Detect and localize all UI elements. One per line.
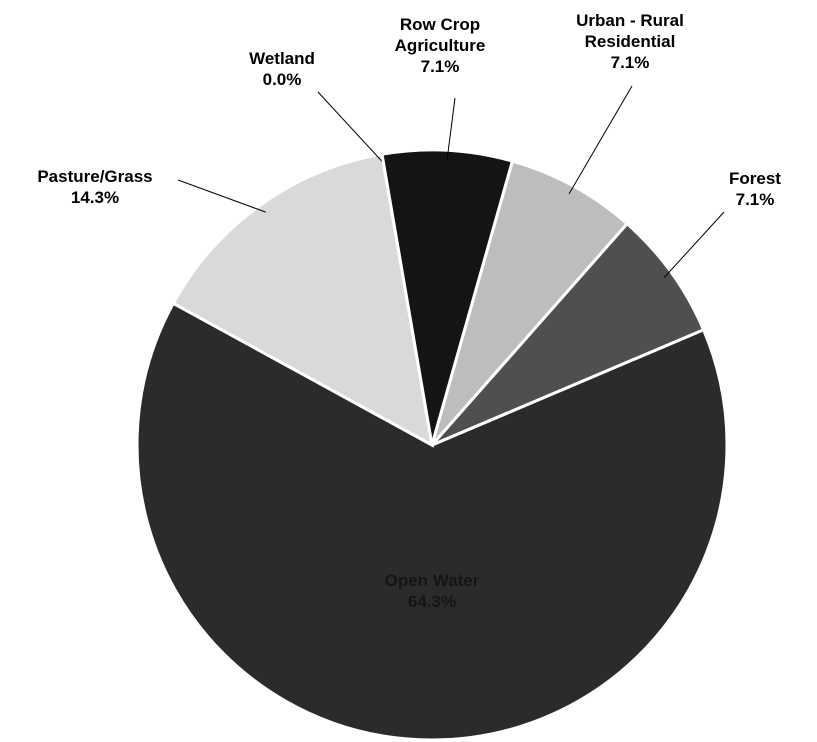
slice-label: Urban - Rural Residential 7.1% [555, 10, 705, 73]
label-name: Wetland [249, 49, 315, 68]
leader-line [663, 211, 725, 278]
label-name: Urban - Rural Residential [576, 11, 684, 51]
slice-label: Pasture/Grass 14.3% [5, 166, 185, 208]
pie-slice [430, 221, 706, 447]
label-value: 7.1% [610, 53, 650, 72]
leader-line [446, 97, 456, 160]
label-value: 64.3% [407, 592, 457, 611]
slice-label: Row Crop Agriculture 7.1% [375, 14, 505, 77]
label-value: 7.1% [735, 190, 775, 209]
slice-label: Wetland 0.0% [222, 48, 342, 90]
label-value: 14.3% [70, 188, 120, 207]
leader-line [568, 85, 633, 195]
label-value: 7.1% [420, 57, 460, 76]
label-name: Open Water [384, 571, 480, 590]
pie-slice [135, 301, 729, 742]
label-name: Pasture/Grass [37, 167, 153, 186]
pie-slice [380, 148, 515, 446]
slice-label: Open Water 64.3% [332, 570, 532, 612]
leader-line [177, 179, 266, 213]
slice-label: Forest 7.1% [700, 168, 810, 210]
label-name: Forest [729, 169, 781, 188]
leader-line [317, 91, 384, 164]
label-value: 0.0% [262, 70, 302, 89]
pie-slice [171, 152, 435, 448]
label-name: Row Crop Agriculture [394, 15, 486, 55]
